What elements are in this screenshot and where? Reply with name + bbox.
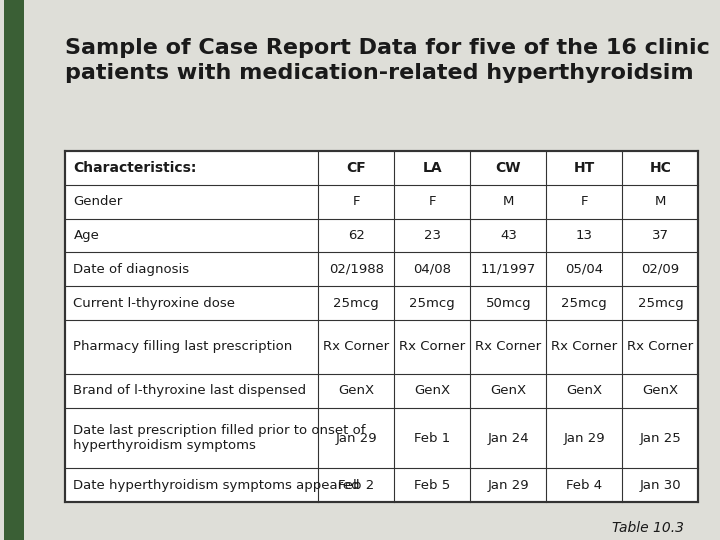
Text: 62: 62 <box>348 229 365 242</box>
Text: Date of diagnosis: Date of diagnosis <box>73 263 189 276</box>
Text: Feb 4: Feb 4 <box>567 479 603 492</box>
Text: 25mcg: 25mcg <box>410 296 455 309</box>
Text: GenX: GenX <box>490 384 526 397</box>
Text: 25mcg: 25mcg <box>637 296 683 309</box>
Text: Rx Corner: Rx Corner <box>323 340 390 354</box>
Text: CW: CW <box>495 161 521 175</box>
Text: GenX: GenX <box>567 384 603 397</box>
Text: 02/09: 02/09 <box>642 263 680 276</box>
Text: M: M <box>654 195 666 208</box>
Text: Jan 29: Jan 29 <box>564 431 606 444</box>
Text: Feb 1: Feb 1 <box>414 431 451 444</box>
Text: 25mcg: 25mcg <box>333 296 379 309</box>
Text: F: F <box>353 195 360 208</box>
Text: CF: CF <box>346 161 366 175</box>
Text: Date hyperthyroidism symptoms appeared: Date hyperthyroidism symptoms appeared <box>73 479 360 492</box>
Text: HT: HT <box>574 161 595 175</box>
Text: Rx Corner: Rx Corner <box>552 340 618 354</box>
Text: GenX: GenX <box>338 384 374 397</box>
Text: 04/08: 04/08 <box>413 263 451 276</box>
Text: Rx Corner: Rx Corner <box>627 340 693 354</box>
Text: 43: 43 <box>500 229 517 242</box>
Text: HC: HC <box>649 161 671 175</box>
Text: 13: 13 <box>576 229 593 242</box>
Text: GenX: GenX <box>642 384 678 397</box>
Text: 23: 23 <box>424 229 441 242</box>
Text: Pharmacy filling last prescription: Pharmacy filling last prescription <box>73 340 293 354</box>
Text: Feb 5: Feb 5 <box>414 479 451 492</box>
Text: Rx Corner: Rx Corner <box>399 340 465 354</box>
Text: Jan 29: Jan 29 <box>336 431 377 444</box>
Text: M: M <box>503 195 514 208</box>
Text: Gender: Gender <box>73 195 122 208</box>
Text: 50mcg: 50mcg <box>485 296 531 309</box>
Text: Characteristics:: Characteristics: <box>73 161 197 175</box>
Text: Rx Corner: Rx Corner <box>475 340 541 354</box>
Text: Jan 25: Jan 25 <box>639 431 681 444</box>
Text: F: F <box>428 195 436 208</box>
Text: 37: 37 <box>652 229 669 242</box>
Text: GenX: GenX <box>414 384 450 397</box>
Text: Jan 29: Jan 29 <box>487 479 529 492</box>
Text: Age: Age <box>73 229 99 242</box>
Text: Table 10.3: Table 10.3 <box>612 521 684 535</box>
Text: Date last prescription filled prior to onset of
hyperthyroidism symptoms: Date last prescription filled prior to o… <box>73 424 366 452</box>
Text: Sample of Case Report Data for five of the 16 clinic
patients with medication-re: Sample of Case Report Data for five of t… <box>65 38 710 83</box>
Text: Jan 24: Jan 24 <box>487 431 529 444</box>
Text: 11/1997: 11/1997 <box>481 263 536 276</box>
Text: LA: LA <box>423 161 442 175</box>
Text: Brand of l-thyroxine last dispensed: Brand of l-thyroxine last dispensed <box>73 384 307 397</box>
Text: 25mcg: 25mcg <box>562 296 607 309</box>
Text: Feb 2: Feb 2 <box>338 479 374 492</box>
Text: Current l-thyroxine dose: Current l-thyroxine dose <box>73 296 235 309</box>
Text: Jan 30: Jan 30 <box>639 479 681 492</box>
Text: 02/1988: 02/1988 <box>329 263 384 276</box>
Text: F: F <box>580 195 588 208</box>
Text: 05/04: 05/04 <box>565 263 603 276</box>
